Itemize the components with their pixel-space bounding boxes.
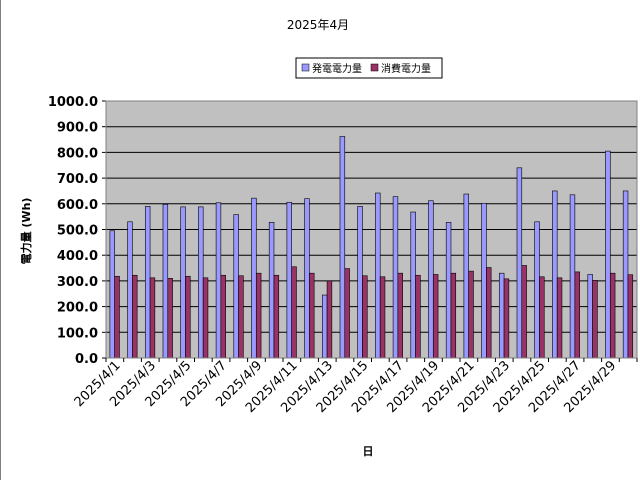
bar — [622, 190, 629, 359]
bar — [185, 275, 191, 359]
bar — [569, 194, 576, 359]
y-tick-label: 600.0 — [57, 198, 98, 213]
legend-box — [295, 57, 443, 79]
bar — [286, 201, 292, 359]
bar — [486, 267, 492, 359]
bar — [503, 278, 510, 359]
y-tick-label: 800.0 — [57, 146, 98, 161]
bar — [109, 230, 115, 359]
bar — [552, 190, 558, 359]
bar — [114, 275, 120, 359]
bar — [132, 274, 138, 359]
y-tick-label: 700.0 — [57, 172, 98, 187]
bar — [397, 272, 403, 359]
legend-label-generation: 発電電力量 — [312, 62, 362, 75]
bar — [326, 280, 333, 359]
bar — [273, 274, 280, 359]
bar — [375, 192, 381, 359]
bar — [167, 278, 173, 359]
y-tick-label: 200.0 — [57, 301, 98, 316]
bar — [481, 202, 487, 359]
bar — [238, 275, 244, 359]
x-axis-label: 日 — [363, 445, 374, 458]
bar — [534, 221, 540, 359]
y-tick-label: 1000.0 — [48, 95, 98, 110]
bar — [605, 150, 611, 359]
bar — [344, 268, 350, 359]
bar — [450, 272, 457, 359]
bar — [268, 222, 275, 359]
legend-swatch-consumption — [370, 63, 379, 72]
bar — [162, 204, 169, 359]
bar — [428, 200, 434, 359]
bar — [202, 277, 209, 359]
bar — [432, 274, 439, 359]
bar — [220, 274, 226, 359]
bar — [445, 222, 452, 359]
bar — [556, 277, 563, 359]
y-tick-label: 0.0 — [75, 352, 98, 367]
bar — [339, 136, 346, 359]
bar — [215, 202, 222, 359]
bar — [149, 277, 156, 359]
bar — [587, 274, 593, 359]
bar — [127, 221, 133, 359]
bar — [144, 206, 151, 359]
bar — [379, 276, 386, 359]
bar — [180, 206, 186, 359]
plot-area: 0.0 100.0 200.0 300.0 400.0 500.0 600.0 700.0 80… — [48, 95, 638, 416]
bar — [539, 276, 545, 359]
bar — [392, 196, 399, 359]
y-axis-label: 電力量 (Wh) — [19, 198, 33, 265]
bar — [357, 206, 363, 359]
y-tick-label: 900.0 — [57, 121, 98, 136]
bar — [198, 206, 204, 359]
bar — [574, 271, 580, 359]
bar — [609, 272, 616, 359]
bar — [516, 167, 523, 359]
bar — [233, 214, 239, 359]
bar — [309, 272, 315, 359]
y-tick-label: 100.0 — [57, 326, 98, 341]
bar — [521, 265, 527, 359]
bar — [627, 274, 634, 359]
legend-swatch-generation — [301, 63, 310, 72]
bar — [463, 193, 469, 359]
bar — [255, 272, 262, 359]
chart-title: 2025年4月 — [287, 18, 349, 32]
bar — [304, 198, 310, 359]
y-tick-label: 300.0 — [57, 275, 98, 290]
bar — [410, 211, 416, 359]
bar — [321, 294, 328, 359]
bar — [592, 280, 598, 359]
bar — [291, 266, 297, 359]
y-tick-label: 500.0 — [57, 224, 98, 239]
bar — [498, 272, 505, 359]
bar — [251, 197, 257, 359]
y-tick-label: 400.0 — [57, 249, 98, 264]
bar — [468, 270, 474, 359]
bar — [415, 274, 421, 359]
legend-label-consumption: 消費電力量 — [381, 62, 431, 75]
bar — [362, 275, 368, 359]
